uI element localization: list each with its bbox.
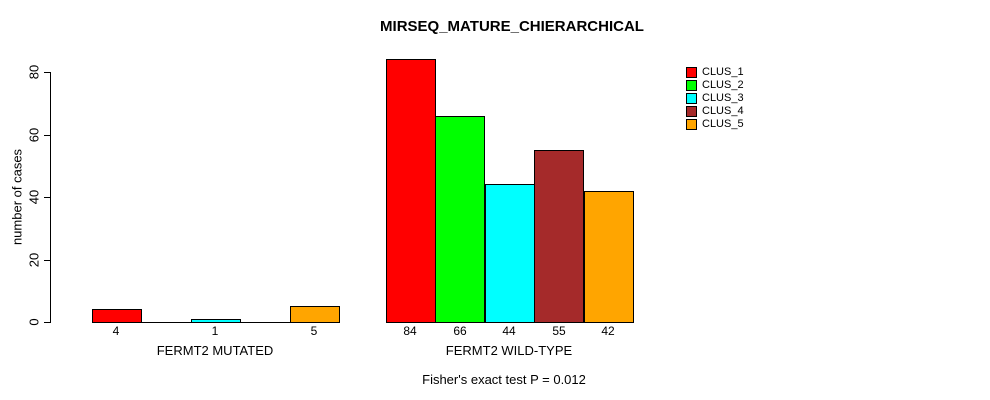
- bar-value-label: 44: [502, 324, 516, 338]
- legend-color-swatch: [686, 80, 697, 91]
- bar-value-label: 5: [310, 324, 318, 338]
- bar-value-label: 84: [403, 324, 417, 338]
- y-axis-tick: [44, 72, 50, 73]
- bar-value-label: 66: [453, 324, 467, 338]
- bar-value-label: 55: [552, 324, 566, 338]
- legend-color-swatch: [686, 67, 697, 78]
- group-x-label: FERMT2 MUTATED: [156, 343, 274, 358]
- chart-title: MIRSEQ_MATURE_CHIERARCHICAL: [380, 18, 644, 35]
- y-axis-tick: [44, 260, 50, 261]
- legend: CLUS_1 CLUS_2 CLUS_3 CLUS_4 CLUS_5: [686, 66, 744, 131]
- legend-color-swatch: [686, 106, 697, 117]
- legend-color-swatch: [686, 93, 697, 104]
- legend-item: CLUS_5: [686, 118, 744, 131]
- legend-item: CLUS_3: [686, 92, 744, 105]
- bar-clus_1: [386, 59, 436, 323]
- legend-item: CLUS_4: [686, 105, 744, 118]
- y-axis-label: number of cases: [9, 148, 25, 246]
- bar-clus_5: [290, 306, 340, 323]
- bar-clus_1: [92, 309, 142, 323]
- y-axis-tick: [44, 197, 50, 198]
- legend-item-label: CLUS_2: [702, 79, 744, 91]
- bar-clus_3: [191, 319, 241, 323]
- bar-clus_3: [485, 184, 535, 323]
- bar-clus_5: [584, 191, 634, 323]
- legend-item-label: CLUS_3: [702, 92, 744, 104]
- legend-item-label: CLUS_5: [702, 118, 744, 130]
- group-x-label: FERMT2 WILD-TYPE: [445, 343, 573, 358]
- bar-value-label: 4: [112, 324, 120, 338]
- legend-item-label: CLUS_4: [702, 105, 744, 117]
- bar-value-label: 42: [601, 324, 615, 338]
- bar-clus_2: [435, 116, 485, 323]
- bar-clus_4: [534, 150, 584, 323]
- legend-item: CLUS_2: [686, 79, 744, 92]
- y-axis-line: [50, 72, 51, 323]
- annotation-text: Fisher's exact test P = 0.012: [422, 372, 586, 387]
- y-axis-tick-label: 0: [26, 318, 42, 326]
- y-axis-tick: [44, 322, 50, 323]
- bar-value-label: 1: [211, 324, 219, 338]
- y-axis-tick-label: 80: [26, 64, 42, 80]
- legend-item: CLUS_1: [686, 66, 744, 79]
- y-axis-tick-label: 40: [26, 189, 42, 205]
- legend-item-label: CLUS_1: [702, 66, 744, 78]
- legend-color-swatch: [686, 119, 697, 130]
- y-axis-tick-label: 20: [26, 252, 42, 268]
- y-axis-tick-label: 60: [26, 127, 42, 143]
- y-axis-tick: [44, 135, 50, 136]
